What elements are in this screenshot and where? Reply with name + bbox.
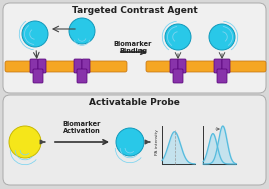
Circle shape xyxy=(209,24,235,50)
FancyBboxPatch shape xyxy=(33,69,43,83)
FancyBboxPatch shape xyxy=(3,95,266,185)
FancyBboxPatch shape xyxy=(82,59,90,73)
FancyBboxPatch shape xyxy=(217,69,227,83)
Text: Biomarker
Binding: Biomarker Binding xyxy=(114,41,152,54)
Circle shape xyxy=(69,18,95,44)
Circle shape xyxy=(9,126,41,158)
FancyBboxPatch shape xyxy=(5,61,127,72)
FancyBboxPatch shape xyxy=(3,3,266,93)
FancyBboxPatch shape xyxy=(173,69,183,83)
FancyBboxPatch shape xyxy=(146,61,266,72)
Text: Activatable Probe: Activatable Probe xyxy=(89,98,180,107)
FancyBboxPatch shape xyxy=(178,59,186,73)
FancyBboxPatch shape xyxy=(170,59,178,73)
Circle shape xyxy=(116,128,144,156)
FancyBboxPatch shape xyxy=(38,59,46,73)
FancyBboxPatch shape xyxy=(74,59,82,73)
FancyBboxPatch shape xyxy=(214,59,222,73)
Circle shape xyxy=(22,21,48,47)
Text: PA intensity: PA intensity xyxy=(155,129,159,155)
Text: Biomarker
Activation: Biomarker Activation xyxy=(63,121,101,134)
Text: Targeted Contrast Agent: Targeted Contrast Agent xyxy=(72,6,197,15)
Circle shape xyxy=(165,24,191,50)
FancyBboxPatch shape xyxy=(77,69,87,83)
FancyBboxPatch shape xyxy=(30,59,38,73)
FancyBboxPatch shape xyxy=(222,59,230,73)
